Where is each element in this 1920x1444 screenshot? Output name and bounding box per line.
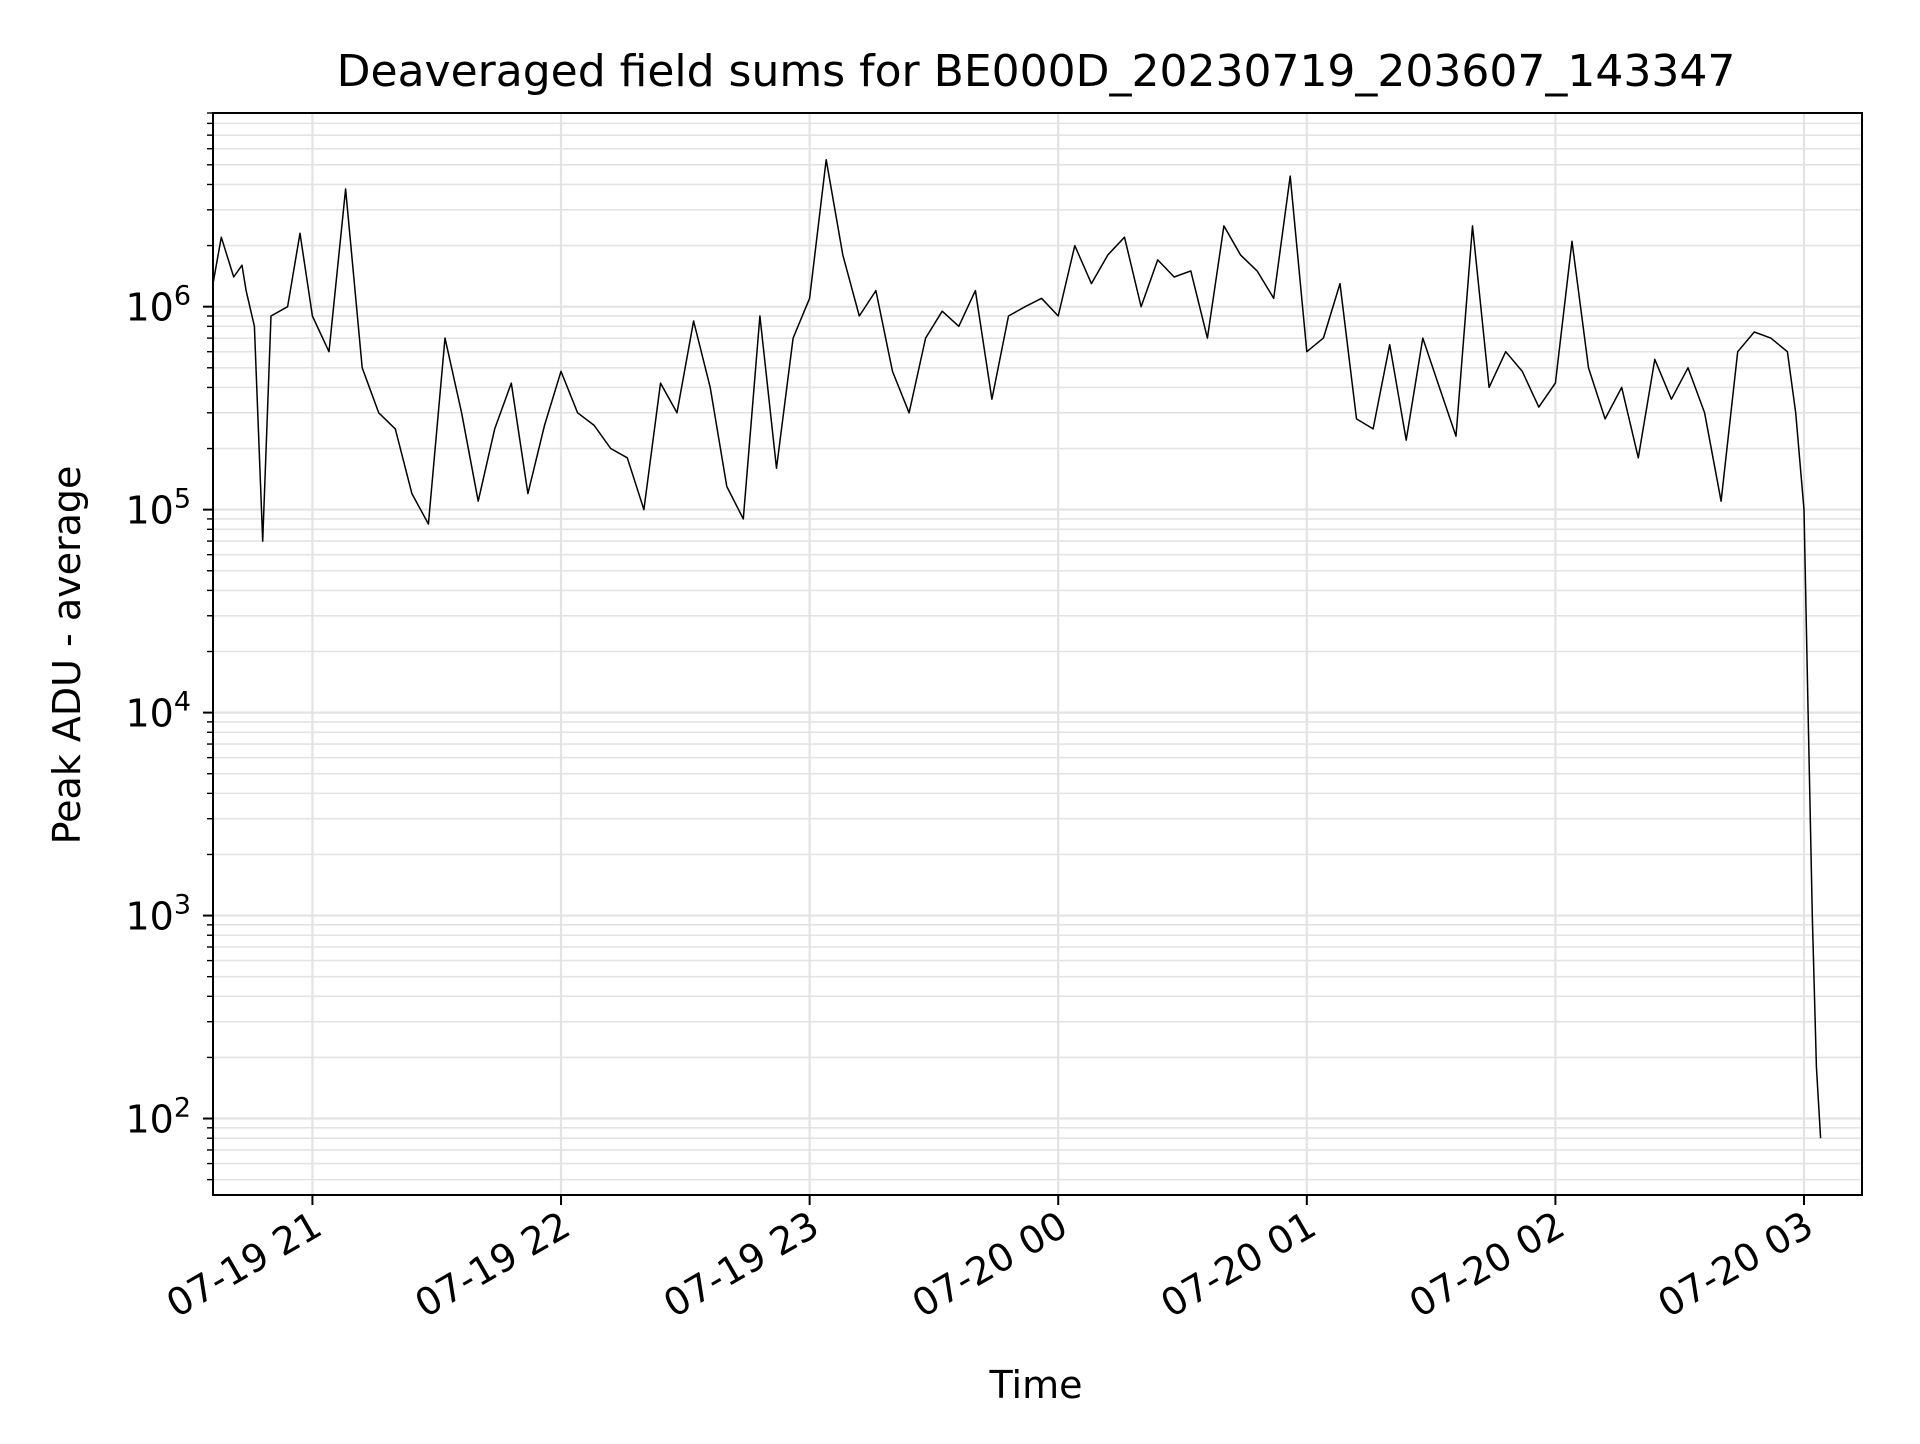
series-line: [212, 158, 1822, 1139]
y-axis-label: Peak ADU - average: [45, 466, 89, 845]
grid-layer: [213, 112, 1862, 1195]
y-tick-label: 106: [125, 281, 191, 330]
y-tick-label: 105: [125, 484, 191, 533]
plot-frame: [212, 112, 1863, 1196]
series-layer: [212, 158, 1822, 1139]
y-tick-label: 103: [125, 890, 191, 939]
x-axis-label: Time: [989, 1363, 1083, 1407]
y-tick-label: 102: [125, 1093, 191, 1142]
chart-title: Deaveraged field sums for BE000D_2023071…: [337, 46, 1736, 97]
y-tick-label: 104: [125, 687, 191, 736]
